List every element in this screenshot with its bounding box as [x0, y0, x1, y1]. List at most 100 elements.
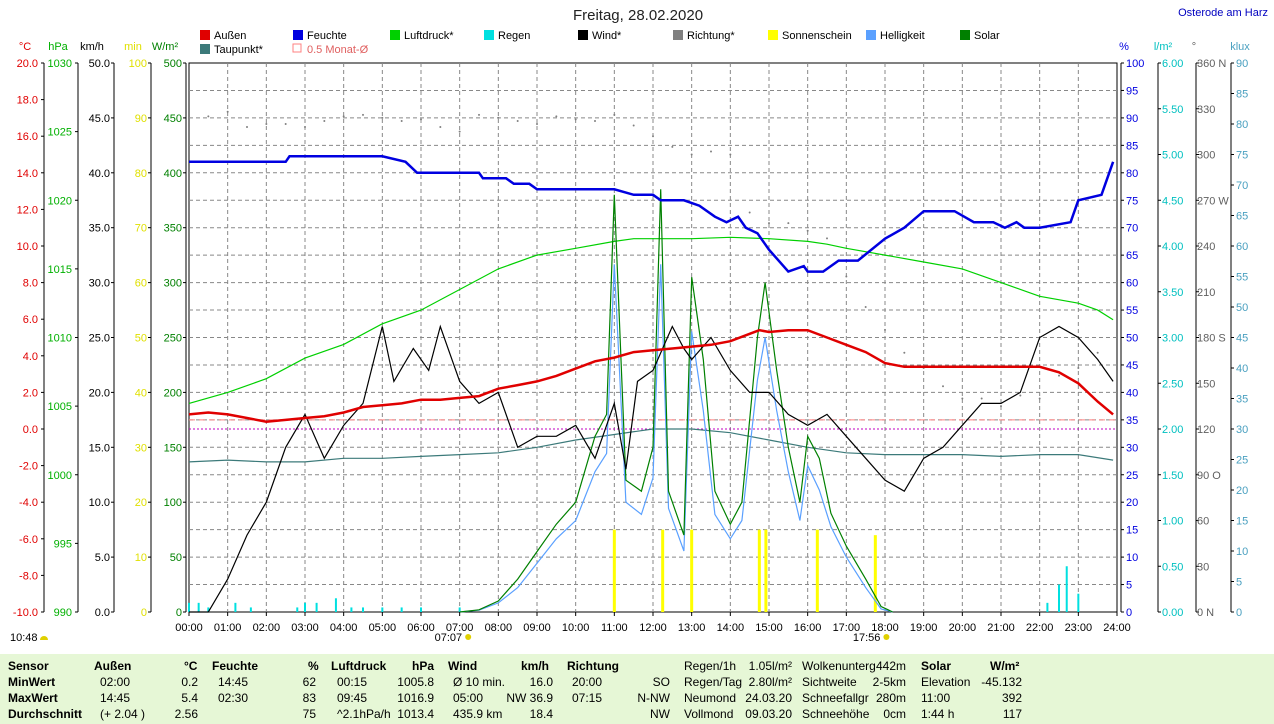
- x-tick-label: 08:00: [485, 622, 513, 634]
- point-richtung: [806, 229, 809, 232]
- chart-plot-area: [188, 110, 1117, 613]
- stats-header-luftdruck-unit: hPa: [412, 659, 435, 673]
- axis-tick-label-min: 60: [135, 278, 147, 290]
- axis-tick-label-lm2: 3.50: [1162, 287, 1183, 299]
- misc-value: 0cm: [883, 707, 906, 721]
- x-tick-label: 01:00: [214, 622, 242, 634]
- x-tick-label: 15:00: [755, 622, 783, 634]
- point-richtung: [652, 135, 654, 138]
- axis-tick-label-wm2: 350: [164, 223, 182, 235]
- axis-tick-label-pct: 25: [1126, 470, 1138, 482]
- point-richtung: [1019, 394, 1022, 397]
- axis-tick-label-klux: 55: [1236, 272, 1248, 284]
- chart-title: Freitag, 28.02.2020: [573, 7, 703, 24]
- axis-tick-label-kmh: 20.0: [89, 387, 110, 399]
- axis-tick-label-kmh: 30.0: [89, 278, 110, 290]
- bar-regen: [315, 602, 318, 612]
- x-tick-label: 06:00: [407, 622, 435, 634]
- feuchte-time: 02:30: [218, 691, 249, 705]
- point-richtung: [1077, 367, 1080, 369]
- axis-tick-label-deg: 330: [1197, 104, 1215, 116]
- point-richtung: [748, 211, 751, 214]
- bar-regen: [296, 607, 299, 612]
- axis-tick-label-lm2: 4.50: [1162, 195, 1183, 207]
- solar-value: -45.132: [981, 675, 1022, 689]
- bar-regen: [350, 607, 353, 612]
- axis-tick-label-klux: 40: [1236, 363, 1248, 375]
- solar-label: Elevation: [921, 675, 971, 689]
- bar-regen: [1077, 593, 1080, 612]
- axis-unit-temp: °C: [19, 41, 31, 53]
- point-richtung: [942, 385, 944, 388]
- feuchte-time: 14:45: [218, 675, 249, 689]
- point-richtung: [400, 119, 403, 122]
- point-richtung: [574, 118, 577, 121]
- bar-regen: [207, 607, 210, 612]
- solar-value: 117: [1002, 707, 1022, 721]
- feuchte-value: 83: [302, 691, 316, 705]
- axis-tick-label-pct: 5: [1126, 580, 1132, 592]
- luftdruck-time: ^2.1hPa/h: [337, 707, 391, 721]
- legend-label: Solar: [974, 30, 1000, 42]
- sunset-label: 17:56: [853, 632, 881, 644]
- axis-tick-label-deg: 0 N: [1197, 607, 1214, 619]
- axis-tick-label-temp: -4.0: [19, 497, 38, 509]
- axis-tick-label-pct: 10: [1126, 552, 1138, 564]
- axis-tick-label-kmh: 35.0: [89, 223, 110, 235]
- richtung-value: SO: [652, 675, 670, 689]
- axis-tick-label-wm2: 50: [170, 552, 182, 564]
- axis-tick-label-kmh: 5.0: [95, 552, 110, 564]
- axis-tick-label-min: 20: [135, 497, 147, 509]
- legend-swatch: [673, 30, 683, 40]
- axis-tick-label-pct: 15: [1126, 525, 1138, 537]
- axis-tick-label-klux: 45: [1236, 333, 1248, 345]
- point-richtung: [884, 328, 886, 331]
- legend-label: Helligkeit: [880, 30, 925, 42]
- axis-tick-label-klux: 90: [1236, 58, 1248, 70]
- axis-tick-label-kmh: 15.0: [89, 442, 110, 454]
- axis-tick-label-min: 10: [135, 552, 147, 564]
- axis-tick-label-deg: 210: [1197, 287, 1215, 299]
- x-tick-label: 12:00: [639, 622, 667, 634]
- axis-tick-label-min: 40: [135, 387, 147, 399]
- legend-label: Feuchte: [307, 30, 347, 42]
- x-tick-label: 19:00: [910, 622, 938, 634]
- x-tick-label: 05:00: [369, 622, 397, 634]
- axis-tick-label-klux: 80: [1236, 119, 1248, 131]
- solar-value: 392: [1001, 691, 1022, 705]
- axis-tick-label-temp: 16.0: [17, 131, 38, 143]
- point-richtung: [632, 124, 635, 127]
- stats-row-label: MaxWert: [8, 691, 58, 705]
- wind-time: Ø 10 min.: [453, 675, 506, 689]
- bar-sonnenschein: [815, 529, 819, 612]
- axis-tick-label-temp: 18.0: [17, 95, 38, 107]
- misc-label: Sichtweite: [802, 675, 857, 689]
- aussen-time: 14:45: [100, 691, 131, 705]
- axis-tick-label-lm2: 0.50: [1162, 561, 1183, 573]
- point-richtung: [497, 116, 500, 119]
- rain-value: 1.05l/m²: [748, 659, 792, 673]
- x-tick-label: 11:00: [601, 622, 628, 634]
- axis-tick-label-lm2: 4.00: [1162, 241, 1183, 253]
- bar-regen: [400, 607, 403, 612]
- rain-label: Regen/1h: [684, 659, 737, 673]
- point-richtung: [458, 130, 461, 133]
- axis-unit-kmh: km/h: [80, 41, 104, 53]
- x-axis: 00:00 01:00 02:00 03:00 04:00 05:00 06:00 07:00…: [10, 612, 1131, 644]
- stats-header-aussen-unit: °C: [184, 659, 198, 673]
- axis-tick-label-pct: 80: [1126, 168, 1138, 180]
- axis-tick-label-temp: -2.0: [19, 461, 38, 473]
- axis-unit-klux: klux: [1230, 41, 1250, 53]
- sunset-marker: [883, 634, 890, 640]
- legend-label: Luftdruck*: [404, 30, 454, 42]
- axis-tick-label-klux: 15: [1236, 516, 1248, 528]
- axis-tick-label-pct: 100: [1126, 58, 1144, 70]
- axis-tick-label-deg: 30: [1197, 561, 1209, 573]
- point-richtung: [787, 222, 790, 225]
- axis-tick-label-wm2: 100: [164, 497, 182, 509]
- aussen-time: (+ 2.04 ): [100, 707, 146, 721]
- wind-time: 05:00: [453, 691, 484, 705]
- rain-label: Vollmond: [684, 707, 734, 721]
- point-richtung: [1096, 351, 1099, 354]
- axis-tick-label-lm2: 2.50: [1162, 378, 1183, 390]
